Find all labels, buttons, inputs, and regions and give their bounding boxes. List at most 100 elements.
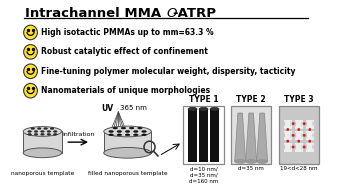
Circle shape [303,146,306,148]
Polygon shape [312,144,314,150]
Ellipse shape [104,147,151,158]
Ellipse shape [134,130,138,132]
Text: filled nanoporous template: filled nanoporous template [88,171,167,176]
Circle shape [24,83,37,98]
FancyBboxPatch shape [210,109,219,162]
Circle shape [286,140,289,143]
Polygon shape [257,113,268,162]
Text: Intrachannel MMA: Intrachannel MMA [25,7,166,19]
Polygon shape [246,113,257,162]
FancyBboxPatch shape [305,119,314,129]
Text: Fine-tuning polymer molecular weight, dispersity, tacticity: Fine-tuning polymer molecular weight, di… [41,67,295,76]
Ellipse shape [34,131,38,132]
Circle shape [292,146,295,148]
Ellipse shape [53,133,57,135]
Ellipse shape [47,133,51,135]
Ellipse shape [47,131,51,132]
Ellipse shape [31,128,35,129]
Ellipse shape [142,134,146,136]
FancyBboxPatch shape [305,142,314,152]
Ellipse shape [235,160,246,163]
Polygon shape [305,121,307,127]
FancyBboxPatch shape [294,142,303,152]
Circle shape [303,134,306,137]
Polygon shape [290,121,292,127]
Circle shape [24,64,37,79]
Text: TYPE 1: TYPE 1 [189,95,218,104]
Polygon shape [312,121,314,127]
Ellipse shape [109,134,113,136]
Ellipse shape [50,128,54,129]
Circle shape [298,140,300,143]
Ellipse shape [134,134,138,136]
Circle shape [292,134,295,137]
Polygon shape [302,144,303,150]
Text: d=10 nm/
d=35 nm/
d=160 nm: d=10 nm/ d=35 nm/ d=160 nm [189,166,218,184]
Text: TYPE 2: TYPE 2 [236,95,266,104]
Ellipse shape [40,133,44,135]
Ellipse shape [28,131,31,132]
Polygon shape [312,132,314,138]
Polygon shape [294,132,296,138]
Circle shape [308,128,311,131]
Ellipse shape [28,133,31,135]
Text: infiltration: infiltration [62,132,95,137]
Ellipse shape [138,127,142,129]
Ellipse shape [246,160,257,163]
Ellipse shape [130,127,134,129]
Ellipse shape [257,160,268,163]
Polygon shape [283,144,285,150]
Polygon shape [283,132,285,138]
Ellipse shape [210,107,219,111]
FancyBboxPatch shape [294,119,303,129]
Ellipse shape [44,128,48,129]
Text: UV: UV [102,104,114,113]
Ellipse shape [117,134,122,136]
Polygon shape [290,144,292,150]
Circle shape [286,128,289,131]
Polygon shape [283,121,285,127]
FancyBboxPatch shape [199,109,208,162]
Ellipse shape [40,131,44,132]
Text: -ATRP: -ATRP [172,7,216,19]
Ellipse shape [23,148,62,158]
Ellipse shape [125,134,130,136]
Ellipse shape [104,126,151,137]
Ellipse shape [53,131,57,132]
Polygon shape [305,132,307,138]
FancyBboxPatch shape [231,106,271,164]
FancyBboxPatch shape [294,130,303,140]
Ellipse shape [117,130,122,132]
FancyBboxPatch shape [283,130,292,140]
FancyBboxPatch shape [104,132,151,153]
Ellipse shape [121,127,126,129]
Text: nanoporous template: nanoporous template [11,171,74,176]
Ellipse shape [113,127,118,129]
Text: $\mathit{O}$: $\mathit{O}$ [166,7,178,19]
Ellipse shape [23,127,62,136]
Ellipse shape [199,107,208,111]
FancyBboxPatch shape [283,142,292,152]
Polygon shape [302,121,303,127]
Circle shape [292,122,295,125]
Polygon shape [290,132,292,138]
FancyBboxPatch shape [23,132,62,153]
Ellipse shape [142,130,146,132]
FancyBboxPatch shape [183,106,224,164]
Text: 365 nm: 365 nm [120,105,147,111]
Text: TYPE 3: TYPE 3 [284,95,313,104]
Polygon shape [305,144,307,150]
Circle shape [308,140,311,143]
Polygon shape [294,144,296,150]
FancyBboxPatch shape [188,109,197,162]
Circle shape [303,122,306,125]
Circle shape [24,45,37,59]
Text: 19<d<28 nm: 19<d<28 nm [280,166,318,171]
Text: Nanomaterials of unique morphologies: Nanomaterials of unique morphologies [41,86,210,95]
Ellipse shape [125,130,130,132]
Ellipse shape [37,128,41,129]
Text: d=35 nm: d=35 nm [238,166,264,171]
Ellipse shape [188,107,197,111]
Ellipse shape [109,130,113,132]
Text: Robust catalytic effect of confinement: Robust catalytic effect of confinement [41,47,208,56]
